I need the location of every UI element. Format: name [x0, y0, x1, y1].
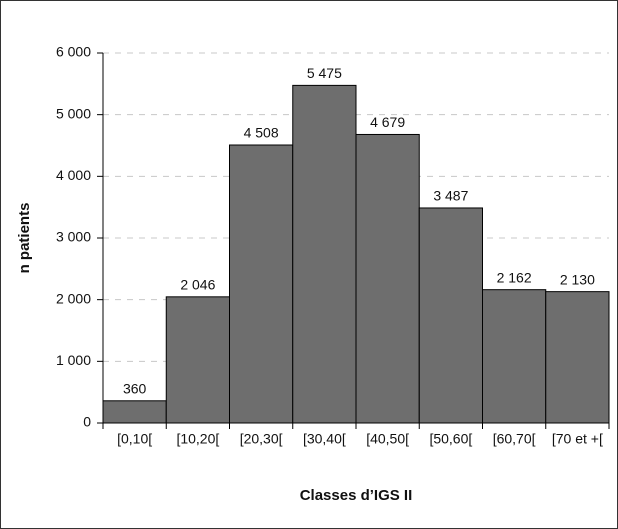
x-tick-label: [0,10[: [117, 431, 152, 447]
y-tick-label: 4 000: [56, 167, 91, 183]
y-tick-label: 5 000: [56, 105, 91, 121]
bar: [292, 84, 357, 424]
bar: [482, 289, 547, 424]
value-label: 3 487: [433, 188, 468, 204]
x-tick-label: [40,50[: [366, 431, 409, 447]
x-tick-label: [70 et +[: [552, 431, 603, 447]
bar: [229, 144, 294, 424]
bar: [545, 291, 610, 424]
y-tick-label: 0: [83, 414, 91, 430]
y-tick-label: 3 000: [56, 229, 91, 245]
x-tick-label: [20,30[: [240, 431, 283, 447]
value-label: 5 475: [307, 65, 342, 81]
bar: [165, 296, 230, 424]
value-label: 2 046: [180, 277, 215, 293]
y-tick-label: 6 000: [56, 44, 91, 60]
y-axis-title: n patients: [16, 203, 33, 274]
x-axis-title: Classes d’IGS II: [300, 487, 413, 504]
value-label: 2 130: [560, 271, 595, 287]
value-label: 4 679: [370, 114, 405, 130]
y-tick-label: 2 000: [56, 290, 91, 306]
x-tick-label: [10,20[: [176, 431, 219, 447]
y-tick-label: 1 000: [56, 352, 91, 368]
bar: [418, 207, 483, 424]
bar: [102, 400, 167, 424]
x-tick-label: [50,60[: [429, 431, 472, 447]
x-tick-label: [30,40[: [303, 431, 346, 447]
x-tick-label: [60,70[: [493, 431, 536, 447]
value-label: 360: [123, 381, 147, 397]
bar: [355, 133, 420, 424]
value-label: 2 162: [497, 269, 532, 285]
value-label: 4 508: [244, 125, 279, 141]
